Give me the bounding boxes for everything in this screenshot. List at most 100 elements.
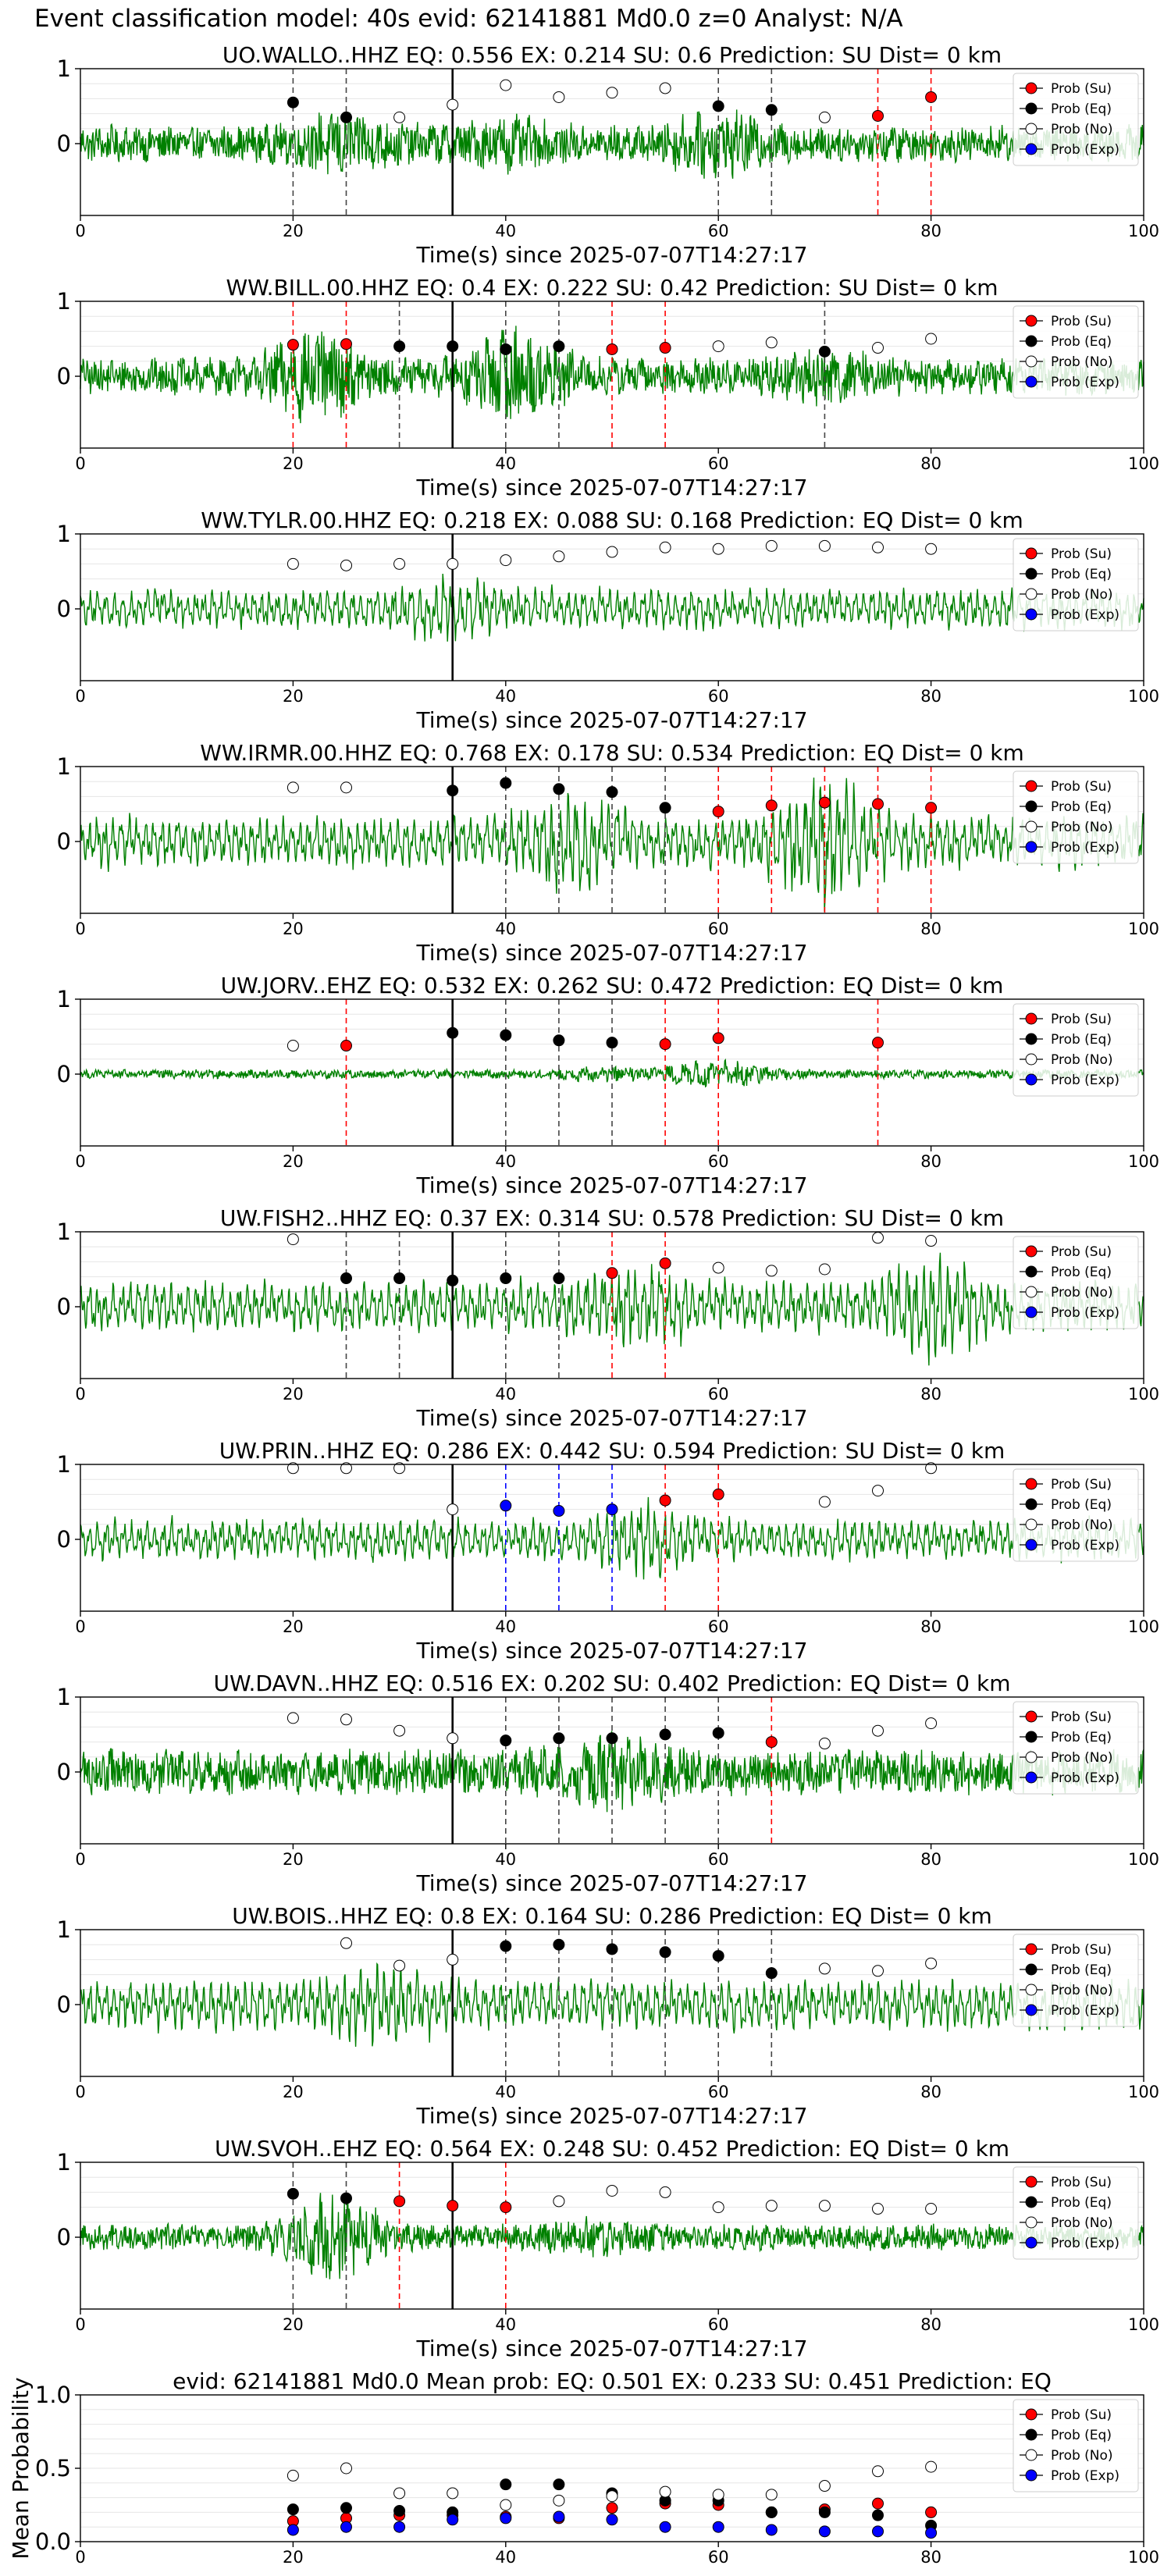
x-tick-label: 20 [283, 1152, 304, 1171]
legend-marker [1025, 2236, 1038, 2249]
x-tick-label: 60 [708, 454, 729, 473]
prob-marker [553, 1938, 565, 1951]
x-axis-label: Time(s) since 2025-07-07T14:27:17 [415, 242, 807, 268]
prob-marker [659, 802, 671, 814]
legend-marker [1025, 102, 1038, 115]
prob-marker [340, 338, 352, 350]
plot-area [80, 534, 1144, 681]
legend-marker [1025, 1053, 1038, 1066]
panel-title: UW.SVOH..EHZ EQ: 0.564 EX: 0.248 SU: 0.4… [215, 2136, 1009, 2161]
mean-prob-marker [500, 2499, 512, 2511]
mean-probability-panel: evid: 62141881 Md0.0 Mean prob: EQ: 0.50… [8, 2368, 1159, 2567]
prob-marker [393, 340, 406, 353]
prob-marker [340, 1937, 352, 1949]
prob-marker [872, 541, 884, 553]
x-tick-label: 0 [75, 1385, 85, 1404]
legend-label: Prob (Exp) [1051, 142, 1119, 158]
mean-prob-marker [447, 2514, 459, 2526]
mean-prob-marker [553, 2494, 565, 2507]
mean-prob-marker [765, 2489, 778, 2501]
legend-label: Prob (No) [1051, 1285, 1113, 1300]
legend-marker [1025, 2216, 1038, 2229]
panel-title: UO.WALLO..HHZ EQ: 0.556 EX: 0.214 SU: 0.… [222, 42, 1002, 68]
x-tick-label: 100 [1128, 920, 1159, 938]
mean-prob-marker [712, 2489, 724, 2501]
legend-marker [1025, 800, 1038, 813]
prob-marker [553, 1505, 565, 1517]
prob-marker [500, 554, 512, 567]
x-tick-label: 60 [708, 920, 729, 938]
x-tick-label: 80 [920, 454, 941, 473]
x-tick-label: 80 [920, 1152, 941, 1171]
waveform-trace [80, 326, 1144, 424]
mean-prob-marker [553, 2478, 565, 2491]
legend-label: Prob (Eq) [1051, 101, 1112, 117]
prob-marker [765, 799, 778, 812]
legend: Prob (Su) Prob (Eq) Prob (No) Prob (Exp) [1013, 73, 1139, 166]
panel-title: UW.PRIN..HHZ EQ: 0.286 EX: 0.442 SU: 0.5… [219, 1438, 1005, 1464]
prob-marker [925, 1235, 938, 1247]
prob-marker [393, 557, 406, 570]
legend: Prob (Su) Prob (Eq) Prob (No) Prob (Exp) [1013, 2166, 1139, 2260]
legend-marker [1025, 1984, 1038, 1996]
prob-marker [447, 785, 459, 797]
legend-label: Prob (No) [1051, 1983, 1113, 1998]
prob-marker [340, 781, 352, 794]
legend: Prob (Su) Prob (Eq) Prob (No) Prob (Exp) [1013, 770, 1139, 864]
legend-marker [1025, 1710, 1038, 1723]
legend-marker [1025, 1306, 1038, 1318]
prob-marker [553, 1732, 565, 1745]
prob-marker [765, 336, 778, 349]
prob-marker [925, 802, 938, 814]
legend-marker [1025, 82, 1038, 94]
mean-prob-marker [606, 2514, 618, 2526]
prob-marker [447, 1274, 459, 1286]
legend-label: Prob (Exp) [1051, 2468, 1119, 2484]
axes-frame [80, 766, 1144, 914]
legend-marker [1025, 1771, 1038, 1784]
mean-prob-marker [872, 2465, 884, 2478]
prob-marker [712, 100, 724, 112]
waveform-trace [80, 2193, 1144, 2279]
x-tick-label: 100 [1128, 454, 1159, 473]
prob-marker [712, 806, 724, 818]
prob-marker [447, 1503, 459, 1516]
y-axis-label: Mean Probability [8, 2377, 34, 2559]
y-tick-label: 1 [57, 288, 71, 315]
prob-marker [287, 96, 299, 109]
legend-marker [1025, 780, 1038, 792]
legend-label: Prob (Eq) [1051, 1265, 1112, 1280]
mean-prob-marker [340, 2502, 352, 2514]
panel-title: UW.BOIS..HHZ EQ: 0.8 EX: 0.164 SU: 0.286… [232, 1903, 992, 1929]
legend-label: Prob (No) [1051, 354, 1113, 370]
y-tick-label: 1 [57, 1684, 71, 1710]
prob-marker [925, 91, 938, 103]
prob-marker [925, 333, 938, 345]
prob-marker [925, 1957, 938, 1969]
prob-marker [872, 1965, 884, 1977]
prob-marker [340, 1040, 352, 1052]
station-panel: UW.BOIS..HHZ EQ: 0.8 EX: 0.164 SU: 0.286… [57, 1903, 1160, 2129]
x-tick-label: 0 [75, 1152, 85, 1171]
legend-marker [1025, 547, 1038, 560]
station-panel: WW.IRMR.00.HHZ EQ: 0.768 EX: 0.178 SU: 0… [57, 740, 1160, 966]
prob-marker [500, 343, 512, 355]
legend-marker [1025, 2469, 1038, 2482]
x-tick-label: 40 [495, 2315, 516, 2334]
x-tick-label: 40 [495, 1617, 516, 1636]
legend: Prob (Su) Prob (Eq) Prob (No) Prob (Exp) [1013, 1701, 1139, 1795]
legend-box [1013, 770, 1139, 864]
x-tick-label: 40 [495, 1152, 516, 1171]
legend-label: Prob (No) [1051, 2448, 1113, 2464]
mean-prob-marker [872, 2525, 884, 2538]
y-tick-label: 1 [57, 2149, 71, 2176]
prob-marker [925, 1717, 938, 1730]
prob-marker [393, 1272, 406, 1285]
legend-label: Prob (Eq) [1051, 1497, 1112, 1513]
x-tick-label: 60 [708, 1850, 729, 1869]
panel-title: UW.JORV..EHZ EQ: 0.532 EX: 0.262 SU: 0.4… [221, 973, 1004, 998]
y-tick-label: 1 [57, 986, 71, 1012]
x-tick-label: 0 [75, 687, 85, 706]
prob-marker [659, 1946, 671, 1959]
x-tick-label: 100 [1128, 1617, 1159, 1636]
